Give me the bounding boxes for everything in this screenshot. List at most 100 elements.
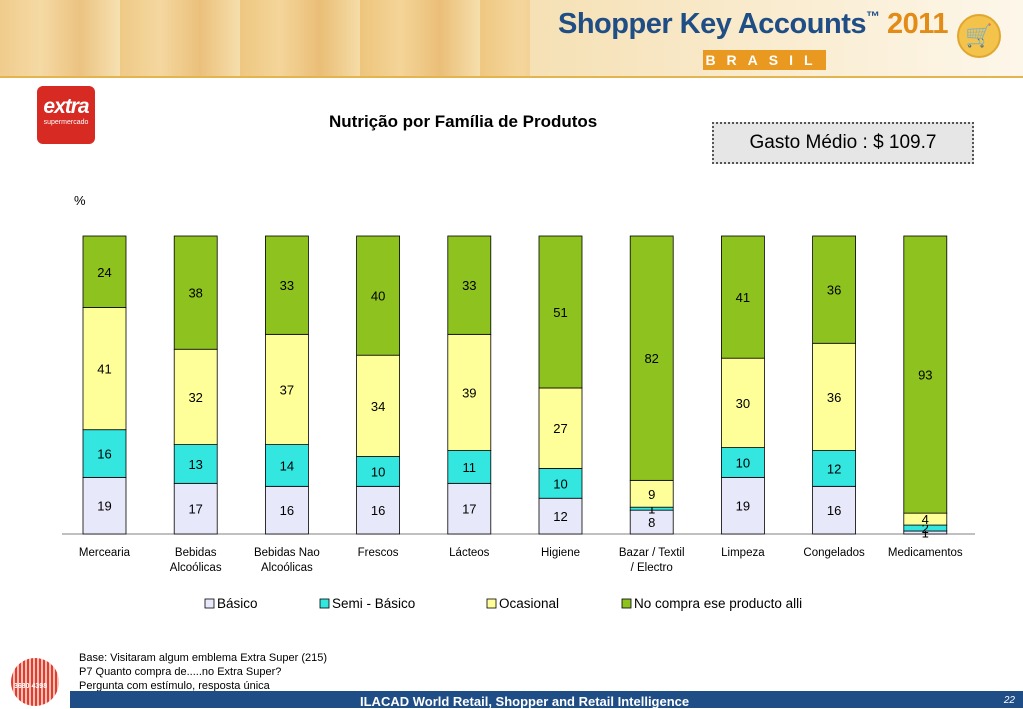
data-label: 9	[648, 487, 655, 502]
data-label: 12	[553, 509, 567, 524]
header-divider	[0, 76, 1023, 78]
category-label: Bebidas Nao	[254, 547, 320, 559]
data-label: 17	[462, 502, 476, 517]
bar-segment	[812, 235, 856, 344]
data-label: 16	[827, 503, 841, 518]
data-label: 39	[462, 385, 476, 400]
data-label: 14	[280, 458, 294, 473]
header-photo-strip	[0, 0, 530, 76]
data-label: 51	[553, 305, 567, 320]
bar-segment	[264, 333, 309, 445]
page-number: 22	[1003, 695, 1015, 706]
data-label: 93	[918, 368, 932, 383]
data-label: 34	[371, 399, 385, 414]
data-label: 82	[644, 351, 658, 366]
data-label: 8	[648, 515, 655, 530]
bar-segment	[82, 307, 127, 431]
report-title-tm: ™	[865, 8, 880, 24]
y-axis-label: %	[74, 193, 86, 208]
legend-label: Básico	[217, 596, 258, 611]
bar-segment	[173, 482, 218, 535]
data-label: 38	[188, 286, 202, 301]
legend-label: No compra ese producto alli	[634, 596, 802, 611]
footnote-base: Base: Visitaram algum emblema Extra Supe…	[79, 652, 328, 664]
data-label: 17	[188, 502, 202, 517]
barcode-logo	[11, 658, 59, 706]
bar-segment	[538, 497, 583, 535]
extra-logo-sub: supermercado	[43, 119, 89, 126]
bar-segment	[173, 444, 218, 484]
bar-segment	[447, 333, 492, 451]
footnote-note: Pergunta com estímulo, resposta única	[79, 680, 270, 692]
bar-segment	[82, 235, 127, 308]
data-label: 10	[553, 476, 567, 491]
bar-segment	[356, 485, 401, 535]
data-label: 10	[736, 455, 750, 470]
category-label: Mercearia	[79, 547, 131, 559]
data-label: 13	[188, 457, 202, 472]
data-label: 24	[97, 265, 111, 280]
category-label: Lácteos	[449, 547, 490, 559]
bar-segment	[903, 235, 948, 514]
category-label: Frescos	[358, 547, 399, 559]
bar-segment	[629, 235, 674, 481]
header-banner	[0, 0, 1023, 76]
bar-segment	[538, 468, 583, 499]
data-label: 37	[280, 382, 294, 397]
data-label: 41	[736, 290, 750, 305]
category-label: Congelados	[803, 547, 865, 559]
legend-label: Semi - Básico	[332, 596, 415, 611]
data-label: 33	[280, 278, 294, 293]
footnote: Base: Visitaram algum emblema Extra Supe…	[79, 651, 327, 693]
bar-segment	[447, 482, 492, 535]
extra-logo-word: extra	[43, 95, 89, 118]
report-title-main: Shopper Key Accounts	[558, 8, 866, 40]
bar-segment	[812, 450, 856, 487]
data-label: 19	[97, 499, 111, 514]
barcode-number: 3680 4398	[14, 683, 48, 690]
bar-segment	[812, 485, 856, 535]
data-label: 32	[188, 390, 202, 405]
legend-swatch	[486, 598, 497, 609]
category-label: Limpeza	[721, 547, 765, 559]
extra-logo: extra supermercado	[37, 86, 95, 144]
category-label: Higiene	[541, 547, 580, 559]
data-label: 2	[922, 521, 929, 536]
average-spend-box: Gasto Médio : $ 109.7	[712, 122, 974, 164]
legend-swatch	[621, 598, 632, 609]
bar-segment	[538, 235, 583, 389]
legend-label: Ocasional	[499, 596, 559, 611]
data-label: 16	[97, 447, 111, 462]
shopping-cart-icon: 🛒	[957, 14, 1001, 58]
data-label: 10	[371, 464, 385, 479]
data-label: 1	[648, 502, 655, 517]
bar-segment	[721, 447, 765, 478]
legend-swatch	[204, 598, 215, 609]
bar-segment	[356, 456, 401, 487]
data-label: 30	[736, 396, 750, 411]
data-label: 19	[736, 499, 750, 514]
category-label: / Electro	[631, 562, 673, 574]
legend-swatch	[319, 598, 330, 609]
data-label: 12	[827, 461, 841, 476]
data-label: 40	[371, 289, 385, 304]
bar-segment	[721, 235, 765, 359]
bar-segment	[82, 429, 127, 478]
bar-segment	[356, 354, 401, 457]
bar-segment	[629, 479, 674, 508]
chart-title: Nutrição por Família de Produtos	[329, 112, 598, 131]
footnote-question: P7 Quanto compra de.....no Extra Super?	[79, 666, 282, 678]
data-label: 11	[463, 460, 477, 475]
data-label: 16	[371, 503, 385, 518]
data-label: 16	[280, 503, 294, 518]
footer-text: ILACAD World Retail, Shopper and Retail …	[360, 694, 690, 709]
data-label: 1	[922, 526, 929, 541]
country-label: BRASIL	[703, 50, 826, 70]
data-label: 36	[827, 390, 841, 405]
bar-segment	[264, 444, 309, 487]
report-title-year: 2011	[887, 8, 948, 40]
category-label: Medicamentos	[888, 547, 963, 559]
category-label: Alcoólicas	[261, 562, 313, 574]
footer-bar	[70, 691, 1023, 708]
report-title: Shopper Key Accounts™ 2011	[558, 8, 948, 41]
